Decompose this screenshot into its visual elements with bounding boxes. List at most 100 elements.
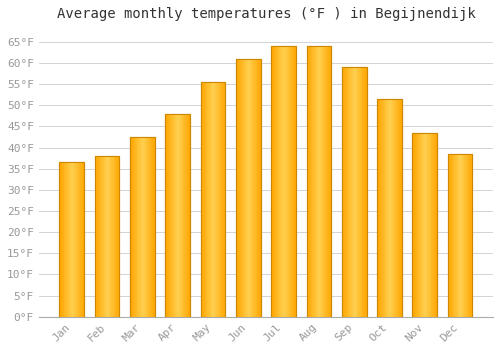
Bar	[306, 46, 331, 317]
Bar	[315, 46, 316, 317]
Bar	[451, 154, 452, 317]
Bar	[74, 162, 75, 317]
Bar	[422, 133, 423, 317]
Bar	[236, 59, 260, 317]
Bar	[188, 114, 189, 317]
Bar	[106, 156, 107, 317]
Bar	[149, 137, 150, 317]
Bar	[342, 67, 366, 317]
Bar	[465, 154, 466, 317]
Bar	[423, 133, 424, 317]
Bar	[350, 67, 351, 317]
Bar	[455, 154, 456, 317]
Bar	[253, 59, 254, 317]
Bar	[309, 46, 310, 317]
Bar	[285, 46, 286, 317]
Bar	[206, 82, 207, 317]
Bar	[239, 59, 240, 317]
Bar	[130, 137, 155, 317]
Bar	[134, 137, 135, 317]
Bar	[205, 82, 206, 317]
Bar	[207, 82, 208, 317]
Bar	[280, 46, 281, 317]
Bar	[292, 46, 294, 317]
Bar	[117, 156, 118, 317]
Bar	[114, 156, 116, 317]
Bar	[420, 133, 422, 317]
Bar	[216, 82, 217, 317]
Bar	[429, 133, 430, 317]
Bar	[75, 162, 76, 317]
Bar	[203, 82, 204, 317]
Bar	[254, 59, 255, 317]
Bar	[242, 59, 244, 317]
Bar	[413, 133, 414, 317]
Bar	[180, 114, 181, 317]
Bar	[143, 137, 144, 317]
Bar	[424, 133, 425, 317]
Bar	[113, 156, 114, 317]
Bar	[377, 99, 402, 317]
Bar	[222, 82, 223, 317]
Bar	[278, 46, 280, 317]
Bar	[324, 46, 326, 317]
Bar	[427, 133, 428, 317]
Bar	[78, 162, 79, 317]
Bar	[214, 82, 216, 317]
Bar	[306, 46, 308, 317]
Bar	[166, 114, 190, 317]
Bar	[356, 67, 358, 317]
Bar	[255, 59, 256, 317]
Bar	[322, 46, 323, 317]
Bar	[400, 99, 401, 317]
Bar	[236, 59, 237, 317]
Bar	[365, 67, 366, 317]
Bar	[173, 114, 174, 317]
Bar	[454, 154, 455, 317]
Bar	[386, 99, 387, 317]
Bar	[145, 137, 146, 317]
Bar	[60, 162, 84, 317]
Bar	[273, 46, 274, 317]
Bar	[461, 154, 462, 317]
Bar	[103, 156, 104, 317]
Bar	[466, 154, 468, 317]
Bar	[146, 137, 148, 317]
Bar	[394, 99, 395, 317]
Bar	[287, 46, 288, 317]
Bar	[349, 67, 350, 317]
Bar	[71, 162, 72, 317]
Bar	[432, 133, 433, 317]
Bar	[326, 46, 327, 317]
Bar	[358, 67, 359, 317]
Bar	[310, 46, 312, 317]
Bar	[94, 156, 120, 317]
Bar	[426, 133, 427, 317]
Bar	[283, 46, 284, 317]
Bar	[359, 67, 360, 317]
Bar	[139, 137, 140, 317]
Bar	[220, 82, 221, 317]
Bar	[142, 137, 143, 317]
Bar	[290, 46, 291, 317]
Bar	[470, 154, 471, 317]
Bar	[378, 99, 379, 317]
Bar	[397, 99, 398, 317]
Bar	[377, 99, 402, 317]
Bar	[418, 133, 419, 317]
Bar	[319, 46, 320, 317]
Bar	[170, 114, 171, 317]
Bar	[458, 154, 459, 317]
Bar	[464, 154, 465, 317]
Bar	[284, 46, 285, 317]
Bar	[200, 82, 226, 317]
Bar	[181, 114, 182, 317]
Bar	[314, 46, 315, 317]
Bar	[387, 99, 388, 317]
Bar	[382, 99, 383, 317]
Bar	[68, 162, 70, 317]
Bar	[237, 59, 238, 317]
Bar	[176, 114, 177, 317]
Bar	[61, 162, 62, 317]
Bar	[271, 46, 272, 317]
